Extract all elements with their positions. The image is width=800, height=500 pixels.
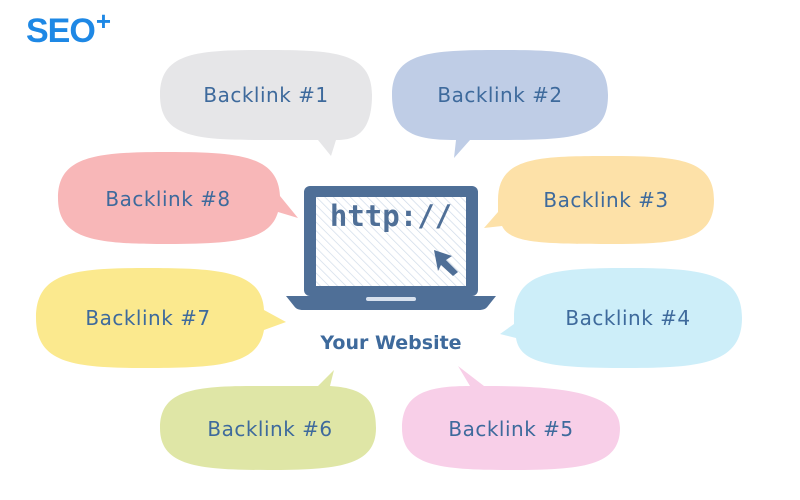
backlink-bubble-1[interactable]: Backlink #1 — [160, 50, 372, 156]
speech-bubble-3 — [484, 156, 714, 244]
backlink-label-7: Backlink #7 — [85, 306, 210, 330]
speech-bubble-8 — [58, 152, 298, 244]
seo-plus-logo: SEO+ — [26, 8, 111, 50]
laptop-screen-hatching — [316, 197, 466, 286]
backlink-label-5: Backlink #5 — [448, 417, 573, 441]
backlink-label-3: Backlink #3 — [543, 188, 668, 212]
speech-bubble-5 — [402, 366, 620, 470]
cursor-arrow-icon — [434, 250, 458, 276]
speech-bubble-1 — [160, 50, 372, 156]
backlink-bubble-2[interactable]: Backlink #2 — [392, 50, 608, 158]
speech-bubble-2 — [392, 50, 608, 158]
laptop-base — [286, 296, 496, 310]
backlink-bubble-8[interactable]: Backlink #8 — [58, 152, 298, 244]
logo-plus-sign: + — [95, 6, 111, 36]
backlink-label-8: Backlink #8 — [105, 187, 230, 211]
speech-bubble-4 — [500, 268, 742, 368]
website-caption: Your Website — [319, 332, 461, 354]
speech-bubble-7 — [36, 268, 286, 368]
url-text: http:// — [330, 199, 452, 233]
backlink-label-4: Backlink #4 — [565, 306, 690, 330]
backlink-bubble-3[interactable]: Backlink #3 — [484, 156, 714, 244]
laptop-icon: http:// — [286, 186, 496, 310]
backlink-bubble-5[interactable]: Backlink #5 — [402, 366, 620, 470]
backlink-label-2: Backlink #2 — [437, 83, 562, 107]
logo-text: SEO — [26, 12, 96, 50]
backlink-bubble-7[interactable]: Backlink #7 — [36, 268, 286, 368]
speech-bubble-6 — [160, 370, 376, 470]
laptop-trackpad-notch — [366, 297, 416, 301]
backlink-bubble-4[interactable]: Backlink #4 — [500, 268, 742, 368]
backlink-label-6: Backlink #6 — [207, 417, 332, 441]
backlink-bubble-6[interactable]: Backlink #6 — [160, 370, 376, 470]
backlink-label-1: Backlink #1 — [203, 83, 328, 107]
